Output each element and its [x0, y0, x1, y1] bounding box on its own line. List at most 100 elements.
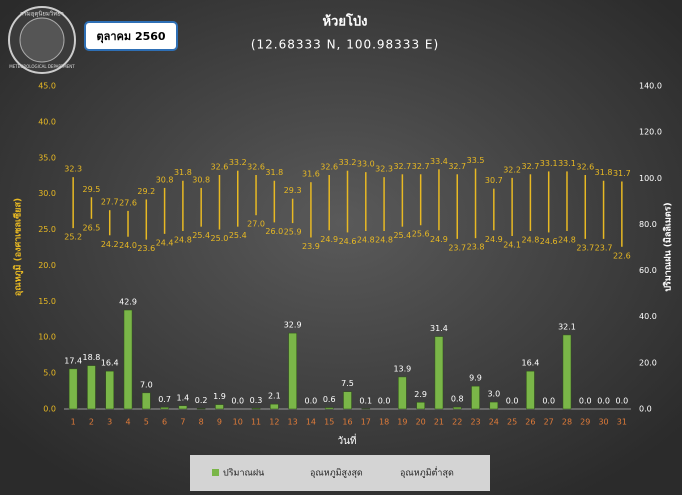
bar-value-label: 2.1: [268, 392, 281, 401]
max-temp-label: 27.6: [119, 198, 137, 207]
y2-axis-label: ปริมาณฝน (มิลลิเมตร): [663, 202, 674, 291]
bar-value-label: 9.9: [469, 374, 482, 383]
min-temp-label: 25.6: [412, 230, 430, 239]
y2-tick-label: 20.0: [639, 358, 657, 367]
min-temp-label: 23.7: [595, 243, 613, 252]
min-temp-label: 24.8: [357, 235, 375, 244]
y-tick-label: 30.0: [38, 189, 56, 198]
x-tick-label: 12: [269, 418, 279, 427]
bar: [398, 376, 407, 410]
x-tick-label: 27: [544, 418, 554, 427]
bar: [434, 336, 444, 410]
bar-value-label: 0.0: [597, 397, 610, 406]
max-temp-label: 33.5: [467, 156, 485, 165]
bar: [68, 368, 78, 410]
y2-tick-label: 100.0: [639, 174, 662, 183]
x-tick-label: 18: [379, 418, 389, 427]
x-tick-label: 17: [361, 418, 371, 427]
bar-value-label: 0.8: [451, 395, 464, 404]
min-temp-label: 23.9: [302, 242, 320, 251]
max-temp-label: 29.3: [284, 186, 302, 195]
min-temp-label: 24.6: [540, 237, 558, 246]
y-tick-label: 10.0: [38, 333, 56, 342]
bar-value-label: 13.9: [393, 364, 411, 373]
logo-text: กรมอุตุนิยมวิทยา: [20, 11, 64, 18]
x-tick-label: 14: [306, 418, 316, 427]
max-temp-label: 31.8: [174, 168, 192, 177]
max-temp-label: 32.2: [503, 165, 521, 174]
y2-tick-label: 120.0: [639, 128, 662, 137]
min-temp-label: 23.8: [467, 243, 485, 252]
bar: [489, 401, 499, 410]
min-temp-label: 27.0: [247, 220, 265, 229]
x-tick-label: 31: [617, 418, 627, 427]
min-temp-label: 25.4: [192, 231, 210, 240]
min-temp-label: 24.9: [485, 235, 503, 244]
x-tick-label: 25: [507, 418, 517, 427]
min-temp-label: 24.8: [174, 235, 192, 244]
bar: [288, 332, 297, 410]
max-temp-label: 32.6: [211, 163, 229, 172]
bar-value-label: 17.4: [64, 356, 82, 365]
bar: [526, 370, 535, 410]
bar-value-label: 0.0: [579, 397, 592, 406]
max-temp-label: 32.7: [393, 162, 411, 171]
x-tick-label: 6: [162, 418, 167, 427]
bar: [251, 408, 261, 410]
x-tick-label: 23: [470, 418, 480, 427]
x-tick-label: 1: [71, 418, 76, 427]
legend-label: อุณหภูมิต่ำสุด: [400, 466, 454, 479]
max-temp-label: 32.6: [576, 163, 594, 172]
bar-value-label: 7.5: [341, 379, 354, 388]
x-tick-label: 4: [125, 418, 130, 427]
x-tick-label: 9: [217, 418, 222, 427]
min-temp-label: 26.5: [83, 223, 101, 232]
y-tick-label: 0.0: [43, 405, 56, 414]
x-tick-label: 30: [598, 418, 608, 427]
y-tick-label: 25.0: [38, 225, 56, 234]
bar-value-label: 32.9: [284, 321, 302, 330]
min-temp-label: 25.9: [284, 228, 302, 237]
logo-core: [19, 17, 65, 63]
min-temp-label: 24.8: [558, 235, 576, 244]
min-temp-label: 25.4: [393, 231, 411, 240]
bar-value-label: 16.4: [101, 359, 119, 368]
bar-value-label: 1.4: [177, 393, 190, 402]
y2-tick-label: 0.0: [639, 405, 652, 414]
bar: [87, 365, 96, 410]
x-tick-label: 2: [89, 418, 94, 427]
min-temp-label: 24.8: [375, 235, 393, 244]
y-tick-label: 45.0: [38, 82, 56, 91]
max-temp-label: 32.3: [375, 165, 393, 174]
bar-value-label: 0.7: [158, 395, 171, 404]
bar-value-label: 42.9: [119, 298, 137, 307]
max-temp-label: 32.6: [320, 163, 338, 172]
bar-value-label: 0.3: [250, 396, 263, 405]
logo-text: METEOROLOGICAL DEPARTMENT: [9, 64, 75, 69]
chart-subtitle: (12.68333 N, 100.98333 E): [251, 38, 439, 52]
bar-value-label: 0.1: [359, 396, 372, 405]
min-temp-label: 25.0: [211, 234, 229, 243]
x-tick-label: 20: [416, 418, 426, 427]
bar-value-label: 32.1: [558, 322, 576, 331]
min-temp-label: 23.7: [448, 243, 466, 252]
bar-value-label: 0.2: [195, 396, 208, 405]
date-text: ตุลาคม 2560: [96, 30, 165, 44]
max-temp-label: 31.8: [265, 168, 283, 177]
x-tick-label: 5: [144, 418, 149, 427]
y-tick-label: 35.0: [38, 153, 56, 162]
bar: [270, 403, 279, 410]
y-axis-label: อุณหภูมิ (องศาเซลเซียส): [13, 198, 24, 296]
x-tick-label: 29: [580, 418, 590, 427]
bar-value-label: 31.4: [430, 324, 448, 333]
min-temp-label: 25.2: [64, 233, 82, 242]
legend-label: อุณหภูมิสูงสุด: [310, 468, 363, 479]
legend: [190, 455, 490, 491]
x-tick-label: 13: [288, 418, 298, 427]
bar-value-label: 0.0: [542, 397, 555, 406]
max-temp-label: 33.2: [339, 158, 357, 167]
max-temp-label: 29.5: [83, 185, 101, 194]
bar: [105, 370, 114, 410]
x-tick-label: 11: [251, 418, 261, 427]
